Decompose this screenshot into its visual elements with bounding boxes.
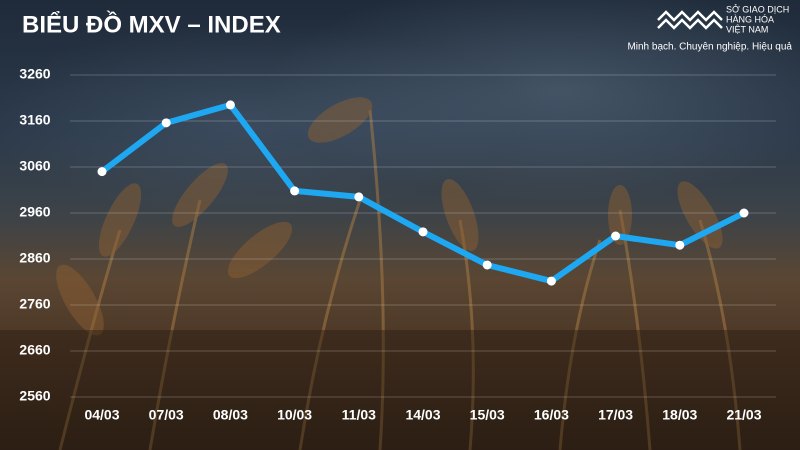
logo [657, 10, 723, 30]
x-tick-label: 10/03 [277, 407, 312, 423]
x-tick-label: 17/03 [598, 407, 633, 423]
x-tick-label: 08/03 [213, 407, 248, 423]
point [739, 208, 749, 218]
point [418, 227, 428, 237]
point [97, 167, 107, 177]
y-tick-label: 2560 [19, 388, 50, 404]
logo-text: SỞ GIAO DỊCH [726, 3, 789, 14]
x-tick-label: 16/03 [534, 407, 569, 423]
point [161, 118, 171, 128]
point [546, 276, 556, 286]
logo-text: HÀNG HÓA [726, 14, 774, 24]
x-tick-label: 14/03 [405, 407, 440, 423]
x-tick-label: 15/03 [470, 407, 505, 423]
chart-title: BIỂU ĐỒ MXV – INDEX [22, 10, 281, 38]
y-tick-label: 3160 [19, 112, 50, 128]
x-tick-label: 18/03 [662, 407, 697, 423]
logo-text: VIỆT NAM [726, 24, 768, 34]
y-tick-label: 3260 [19, 66, 50, 82]
x-tick-label: 11/03 [342, 407, 376, 423]
line [99, 101, 747, 285]
y-tick-label: 2960 [19, 204, 50, 220]
tagline: Minh bạch. Chuyên nghiệp. Hiệu quả [627, 42, 792, 53]
point [225, 100, 235, 110]
point [354, 192, 364, 202]
x-tick-label: 07/03 [149, 407, 184, 423]
x-tick-label: 04/03 [84, 407, 119, 423]
y-tick-label: 2760 [19, 296, 50, 312]
point [611, 231, 621, 241]
point [290, 186, 300, 196]
y-tick-label: 2860 [19, 250, 50, 266]
point [482, 260, 492, 270]
y-tick-label: 2660 [19, 342, 50, 358]
y-tick-label: 3060 [19, 158, 50, 174]
point [675, 240, 685, 250]
x-tick-label: 21/03 [726, 407, 761, 423]
